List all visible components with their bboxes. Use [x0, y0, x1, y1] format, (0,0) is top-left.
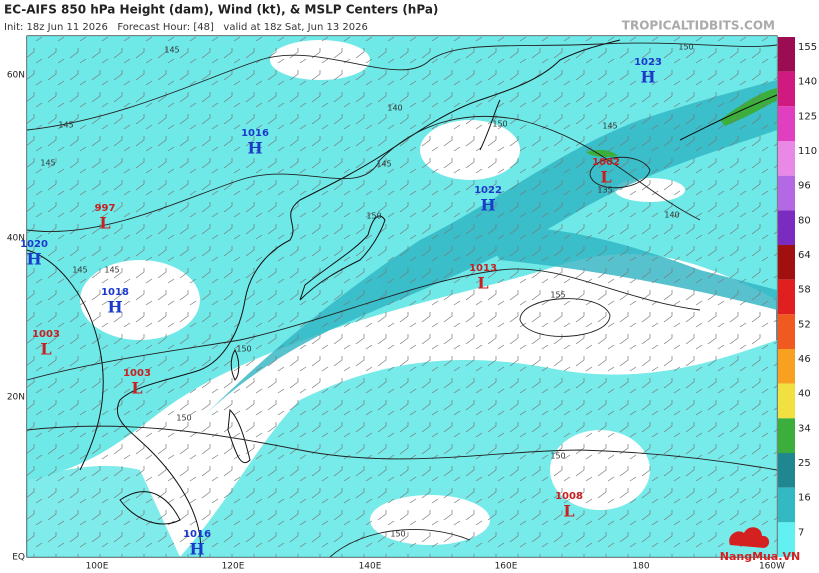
colorbar-label: 125: [798, 111, 817, 122]
lat-label: EQ: [12, 553, 25, 563]
contour-label: 145: [164, 46, 179, 55]
colorbar-label: 80: [798, 215, 811, 226]
colorbar-label: 16: [798, 493, 811, 504]
contour-label: 150: [390, 530, 405, 539]
colorbar-segment: [778, 37, 795, 72]
colorbar-segment: [778, 453, 795, 488]
colorbar-segment: [778, 106, 795, 141]
contour-label: 145: [58, 121, 73, 130]
pressure-value: 1003: [32, 329, 60, 340]
colorbar-segment: [778, 245, 795, 280]
height-contours: [26, 42, 778, 558]
pressure-center: L: [477, 274, 488, 293]
contour-label: 145: [602, 122, 617, 131]
colorbar-segment: [778, 487, 795, 523]
pressure-value: 1020: [20, 239, 48, 250]
contour-label: 150: [236, 345, 251, 354]
lon-label: 140E: [359, 562, 382, 572]
pressure-center: H: [480, 196, 495, 215]
colorbar-segment: [778, 279, 795, 315]
colorbar: 155 140 125 110 96 80 64 58 52 46 40 34 25 16 7: [778, 37, 817, 557]
pressure-center: H: [640, 68, 655, 87]
title: EC-AIFS 850 hPa Height (dam), Wind (kt),…: [4, 3, 438, 17]
pressure-value: 997: [95, 203, 116, 214]
pressure-value: 1003: [123, 368, 151, 379]
wind-barbs: [27, 36, 777, 557]
colorbar-label: 52: [798, 319, 811, 330]
colorbar-label: 7: [798, 527, 804, 538]
lat-label: 40N: [7, 234, 25, 244]
pressure-value: 1008: [555, 491, 583, 502]
colorbar-label: 64: [798, 250, 811, 261]
pressure-value: 1018: [101, 287, 129, 298]
lon-label: 120E: [222, 562, 245, 572]
pressure-center: L: [40, 340, 51, 359]
pressure-center: L: [131, 379, 142, 398]
pressure-center: H: [107, 298, 122, 317]
subtitle: Init: 18z Jun 11 2026 Forecast Hour: [48…: [4, 22, 368, 33]
colorbar-label: 155: [798, 42, 817, 53]
contour-label: 150: [366, 212, 381, 221]
colorbar-label: 110: [798, 146, 817, 157]
colorbar-segment: [778, 383, 795, 419]
colorbar-label: 58: [798, 285, 811, 296]
colorbar-segment: [778, 175, 795, 211]
colorbar-label: 96: [798, 181, 811, 192]
colorbar-segment: [778, 71, 795, 107]
contour-label: 145: [376, 160, 391, 169]
colorbar-segment: [778, 141, 795, 176]
lon-label: 100E: [86, 562, 109, 572]
colorbar-label: 46: [798, 354, 811, 365]
contour-label: 150: [550, 452, 565, 461]
contour-label: 150: [176, 414, 191, 423]
pressure-center: L: [563, 502, 574, 521]
colorbar-label: 34: [798, 423, 811, 434]
pressure-center: L: [99, 214, 110, 233]
watermark: NangMua.VN: [720, 550, 800, 563]
coastlines: [26, 39, 778, 558]
contour-label: 135: [597, 186, 612, 195]
colorbar-label: 25: [798, 458, 811, 469]
pressure-value: 1016: [183, 529, 211, 540]
lat-label: 20N: [7, 393, 25, 403]
colorbar-label: 40: [798, 389, 811, 400]
contour-label: 145: [72, 266, 87, 275]
contour-label: 155: [550, 291, 565, 300]
lon-label: 180: [632, 562, 649, 572]
contour-label: 140: [664, 211, 679, 220]
watermark-logo: [729, 527, 770, 548]
colorbar-segment: [778, 349, 795, 384]
lon-label: 160E: [495, 562, 518, 572]
pressure-value: 1002: [592, 157, 620, 168]
contour-label: 150: [678, 43, 693, 52]
pressure-value: 1023: [634, 57, 662, 68]
contour-label: 145: [40, 159, 55, 168]
pressure-value: 1013: [469, 263, 497, 274]
site-credit: TROPICALTIDBITS.COM: [622, 19, 775, 33]
colorbar-segment: [778, 210, 795, 245]
pressure-value: 1022: [474, 185, 502, 196]
pressure-value: 1016: [241, 128, 269, 139]
pressure-center: L: [600, 168, 611, 187]
pressure-center: H: [247, 139, 262, 158]
lat-label: 60N: [7, 71, 25, 81]
map: [26, 35, 778, 558]
lon-label: 160W: [759, 562, 785, 572]
pressure-center: H: [189, 540, 204, 559]
colorbar-segment: [778, 314, 795, 349]
contour-label: 150: [492, 120, 507, 129]
colorbar-segment: [778, 522, 795, 557]
colorbar-label: 140: [798, 77, 817, 88]
contour-label: 145: [104, 266, 119, 275]
contour-label: 140: [387, 104, 402, 113]
pressure-center: H: [26, 250, 41, 269]
colorbar-segment: [778, 418, 795, 453]
